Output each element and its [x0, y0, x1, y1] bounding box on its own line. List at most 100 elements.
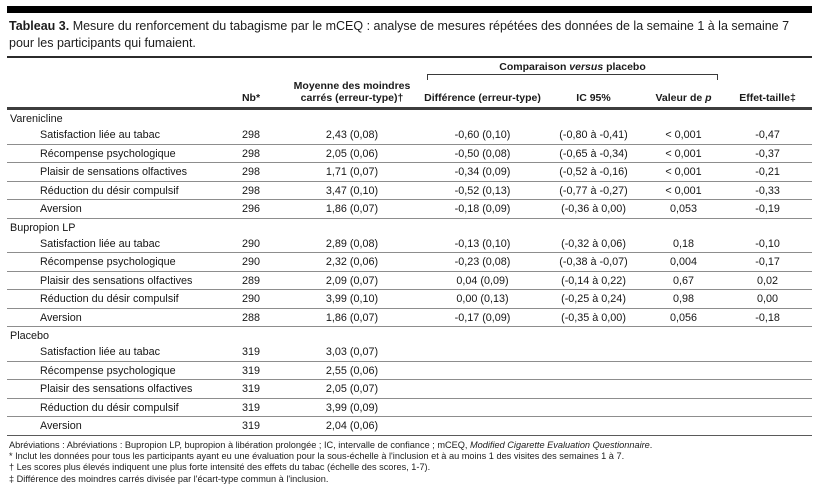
cell-mean: 2,04 (0,06) [282, 417, 422, 436]
top-rule [7, 6, 812, 13]
cell-nb: 319 [220, 380, 282, 399]
footnote-text: * Inclut les données pour tous les parti… [9, 451, 624, 461]
cell-nb: 290 [220, 253, 282, 272]
cell-ci: (-0,52 à -0,16) [543, 163, 644, 182]
cell-p: < 0,001 [644, 144, 723, 163]
cell-p: 0,67 [644, 271, 723, 290]
cell-diff: -0,17 (0,09) [422, 308, 543, 327]
table-title-text: Mesure du renforcement du tabagisme par … [9, 19, 789, 50]
cell-nb: 290 [220, 290, 282, 309]
pvalue-label-pre: Valeur de [656, 92, 706, 104]
cell-ci [543, 380, 644, 399]
cell-ci: (-0,77 à -0,27) [543, 181, 644, 200]
cell-mean: 1,86 (0,07) [282, 308, 422, 327]
cell-nb: 298 [220, 144, 282, 163]
results-table: Comparaison versus placebo Nb* Moyenne d… [7, 60, 812, 436]
column-header-ci: IC 95% [543, 80, 644, 109]
cell-effect: -0,47 [723, 126, 812, 144]
cell-effect: -0,33 [723, 181, 812, 200]
cell-label: Aversion [7, 417, 220, 436]
table-header: Comparaison versus placebo Nb* Moyenne d… [7, 60, 812, 109]
cell-ci: (-0,14 à 0,22) [543, 271, 644, 290]
cell-effect: -0,17 [723, 253, 812, 272]
column-header-mean: Moyenne des moindres carrés (erreur-type… [282, 80, 422, 109]
cell-ci [543, 343, 644, 361]
section-row: Bupropion LP [7, 218, 812, 235]
cell-label: Réduction du désir compulsif [7, 290, 220, 309]
pvalue-label-p: p [705, 92, 711, 104]
cell-p: 0,18 [644, 235, 723, 253]
cell-p [644, 417, 723, 436]
cell-diff: -0,18 (0,09) [422, 200, 543, 219]
cell-diff [422, 417, 543, 436]
page: Tableau 3. Mesure du renforcement du tab… [0, 6, 819, 485]
cell-diff: 0,00 (0,13) [422, 290, 543, 309]
footnote-text-end: . [650, 440, 653, 450]
cell-nb: 288 [220, 308, 282, 327]
cell-mean: 2,05 (0,06) [282, 144, 422, 163]
group-header-label: Comparaison versus placebo [424, 60, 721, 73]
cell-label: Satisfaction liée au tabac [7, 343, 220, 361]
cell-p [644, 361, 723, 380]
cell-nb: 298 [220, 126, 282, 144]
cell-effect: -0,19 [723, 200, 812, 219]
cell-ci [543, 398, 644, 417]
cell-mean: 2,43 (0,08) [282, 126, 422, 144]
cell-mean: 3,47 (0,10) [282, 181, 422, 200]
cell-nb: 290 [220, 235, 282, 253]
cell-label: Récompense psychologique [7, 253, 220, 272]
cell-label: Plaisir de sensations olfactives [7, 163, 220, 182]
cell-effect: -0,10 [723, 235, 812, 253]
group-label-post: placebo [603, 61, 646, 73]
group-label-versus: versus [569, 61, 603, 73]
cell-label: Plaisir des sensations olfactives [7, 271, 220, 290]
cell-nb: 298 [220, 163, 282, 182]
cell-label: Plaisir des sensations olfactives [7, 380, 220, 399]
cell-label: Récompense psychologique [7, 144, 220, 163]
cell-nb: 289 [220, 271, 282, 290]
section-label: Bupropion LP [7, 218, 812, 235]
cell-ci [543, 361, 644, 380]
cell-mean: 2,32 (0,06) [282, 253, 422, 272]
column-header-pvalue: Valeur de p [644, 80, 723, 109]
cell-effect [723, 380, 812, 399]
cell-nb: 298 [220, 181, 282, 200]
cell-effect [723, 417, 812, 436]
cell-effect [723, 361, 812, 380]
cell-mean: 2,05 (0,07) [282, 380, 422, 399]
cell-mean: 3,99 (0,09) [282, 398, 422, 417]
cell-effect: -0,21 [723, 163, 812, 182]
footnote: † Les scores plus élevés indiquent une p… [9, 462, 810, 473]
cell-label: Récompense psychologique [7, 361, 220, 380]
cell-diff [422, 398, 543, 417]
cell-p: 0,98 [644, 290, 723, 309]
footnote-text: † Les scores plus élevés indiquent une p… [9, 462, 430, 472]
cell-nb: 296 [220, 200, 282, 219]
cell-diff: -0,50 (0,08) [422, 144, 543, 163]
cell-ci: (-0,65 à -0,34) [543, 144, 644, 163]
cell-label: Aversion [7, 308, 220, 327]
cell-p [644, 398, 723, 417]
cell-ci: (-0,35 à 0,00) [543, 308, 644, 327]
cell-p: < 0,001 [644, 126, 723, 144]
cell-nb: 319 [220, 398, 282, 417]
cell-ci: (-0,25 à 0,24) [543, 290, 644, 309]
cell-mean: 2,55 (0,06) [282, 361, 422, 380]
footnote: * Inclut les données pour tous les parti… [9, 451, 810, 462]
footnote: Abréviations : Abréviations : Bupropion … [9, 440, 810, 451]
footnotes: Abréviations : Abréviations : Bupropion … [9, 440, 810, 485]
cell-effect: -0,37 [723, 144, 812, 163]
cell-ci [543, 417, 644, 436]
